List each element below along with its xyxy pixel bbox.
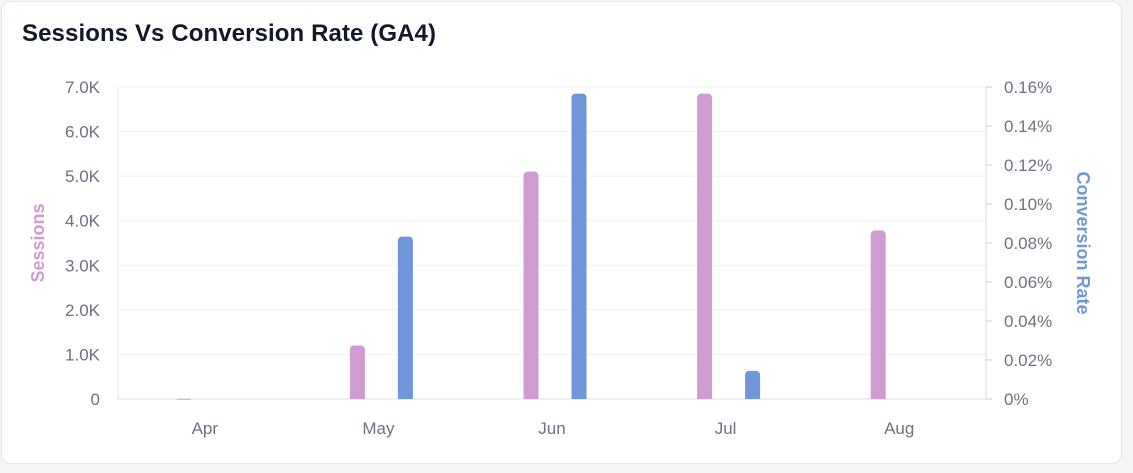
x-tick-label: Jun bbox=[538, 419, 565, 438]
bar-conversion-rate[interactable] bbox=[397, 236, 413, 399]
bar-base bbox=[571, 395, 587, 399]
y-right-tick-label: 0.14% bbox=[1004, 117, 1052, 136]
y-left-tick-label: 0 bbox=[91, 390, 100, 409]
y-right-tick-label: 0.16% bbox=[1004, 78, 1052, 97]
bar-conversion-rate[interactable] bbox=[745, 370, 761, 399]
bar-sessions[interactable] bbox=[523, 171, 539, 399]
bar-sessions[interactable] bbox=[697, 93, 713, 399]
y-right-tick-label: 0.06% bbox=[1004, 273, 1052, 292]
grid-lines bbox=[118, 86, 986, 400]
x-axis: Apr May Jun Jul Aug bbox=[192, 419, 915, 438]
bar-base bbox=[745, 395, 761, 399]
bar-base bbox=[523, 395, 539, 399]
left-axis: 0 1.0K 2.0K 3.0K 4.0K 5.0K 6.0K 7.0K bbox=[65, 78, 119, 409]
y-left-tick-label: 7.0K bbox=[65, 78, 101, 97]
x-tick-label: May bbox=[362, 419, 395, 438]
y-left-tick-label: 1.0K bbox=[65, 345, 101, 364]
x-tick-label: Jul bbox=[715, 419, 737, 438]
y-right-tick-label: 0.02% bbox=[1004, 351, 1052, 370]
y-left-tick-label: 2.0K bbox=[65, 301, 101, 320]
y-right-tick-label: 0.12% bbox=[1004, 156, 1052, 175]
y-right-tick-label: 0.08% bbox=[1004, 234, 1052, 253]
bar-conversion-rate[interactable] bbox=[571, 93, 587, 399]
y-left-tick-label: 4.0K bbox=[65, 212, 101, 231]
bar-base bbox=[870, 395, 886, 399]
y-left-axis-title: Sessions bbox=[28, 203, 48, 282]
y-left-tick-label: 3.0K bbox=[65, 256, 101, 275]
chart-card: Sessions Vs Conversion Rate (GA4) bbox=[1, 1, 1122, 464]
right-axis: 0% 0.02% 0.04% 0.06% 0.08% 0.10% 0.12% 0.14% 0.1… bbox=[985, 78, 1052, 409]
bar-base bbox=[697, 395, 713, 399]
x-tick-label: Apr bbox=[192, 419, 219, 438]
y-right-tick-label: 0.04% bbox=[1004, 312, 1052, 331]
y-right-tick-label: 0.10% bbox=[1004, 195, 1052, 214]
bar-base bbox=[397, 395, 413, 399]
bar-sessions[interactable] bbox=[870, 230, 886, 399]
bars bbox=[176, 93, 886, 400]
chart-title: Sessions Vs Conversion Rate (GA4) bbox=[22, 20, 437, 47]
y-left-tick-label: 6.0K bbox=[65, 123, 101, 142]
bar-base bbox=[349, 395, 365, 399]
y-left-tick-label: 5.0K bbox=[65, 167, 101, 186]
bar-sessions[interactable] bbox=[349, 345, 365, 399]
x-tick-label: Aug bbox=[884, 419, 914, 438]
y-right-tick-label: 0% bbox=[1004, 390, 1029, 409]
bar-sessions[interactable] bbox=[176, 398, 192, 400]
y-right-axis-title: Conversion Rate bbox=[1073, 171, 1093, 314]
